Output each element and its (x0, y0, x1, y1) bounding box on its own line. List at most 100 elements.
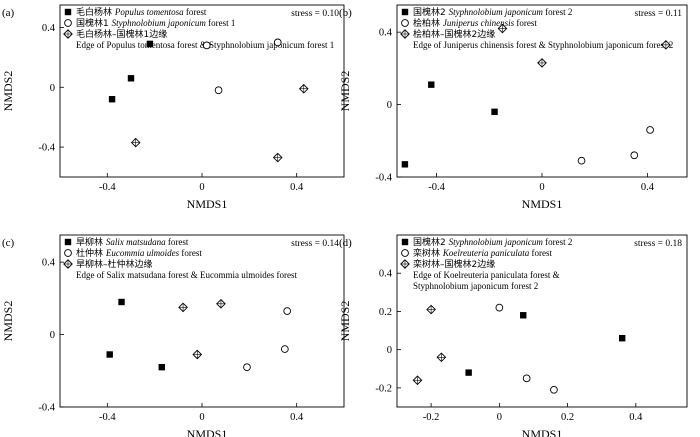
legend-marker-circle (401, 19, 409, 27)
plot-frame (396, 234, 688, 408)
point-square (127, 75, 135, 82)
panel-label: (d) (339, 237, 352, 249)
y-tick-label: 0.4 (42, 23, 56, 34)
legend-label: 毛白杨林–国槐林1边缘 (76, 28, 167, 40)
y-tick-label: -0.4 (38, 403, 55, 414)
legend-edge-label: Styphnolobium japonicum forest 2 (413, 281, 538, 291)
point-circle (283, 307, 292, 315)
point-circle (202, 41, 211, 50)
point-square (465, 369, 472, 376)
legend-label: 毛白杨林 Populus tomentosa forest (76, 6, 207, 18)
stress-value: stress = 0.11 (635, 9, 683, 19)
legend-label: 栾树林 Koelreuteria paniculata forest (413, 247, 553, 259)
x-tick-label: 0.2 (561, 412, 574, 423)
point-square (428, 81, 435, 88)
x-tick-label: -0.4 (428, 182, 445, 193)
point-diamond (537, 58, 547, 68)
x-tick-label: 0.4 (290, 412, 304, 423)
y-tick-label: 0 (387, 345, 392, 356)
point-diamond (272, 152, 283, 163)
legend-label: 国槐林2 Styphnolobium japonicum forest 2 (413, 236, 572, 248)
y-axis-label: NMDS2 (338, 71, 352, 112)
x-tick-label: 0.4 (641, 182, 655, 193)
y-axis-label: NMDS2 (338, 301, 352, 342)
point-circle (280, 345, 289, 353)
point-circle (522, 374, 531, 383)
y-tick-label: -0.2 (375, 383, 392, 394)
y-tick-label: 0.2 (379, 307, 392, 318)
legend-marker-circle (401, 249, 409, 257)
point-circle (630, 151, 639, 160)
point-square (146, 40, 154, 48)
legend-marker-diamond (400, 259, 410, 269)
legend-marker-diamond (63, 259, 73, 269)
point-square (106, 351, 113, 358)
legend-label: 杜仲林 Eucommia ulmoides forest (76, 247, 202, 259)
point-square (618, 335, 626, 342)
point-circle (273, 38, 282, 47)
y-axis-label: NMDS2 (1, 301, 15, 342)
x-tick-label: 0.4 (629, 412, 643, 423)
legend-marker-square (401, 238, 409, 246)
legend-marker-square (64, 238, 72, 246)
legend-marker-circle (64, 19, 72, 27)
legend-marker-diamond (400, 29, 410, 39)
x-tick-label: -0.4 (99, 412, 116, 423)
legend-label: 国槐林2 Styphnolobium japonicum forest 2 (413, 6, 572, 18)
x-axis-label: NMDS1 (187, 427, 228, 437)
point-square (401, 161, 409, 168)
panel-a: -0.4 0 0.4 0.4 0 -0.4 NMDS1 NMDS2 (a) stress = 0.… (1, 4, 345, 211)
stress-value: stress = 0.14 (291, 239, 339, 249)
panel-c: -0.4 0 0.4 0.4 0 -0.4 NMDS1 NMDS2 (c) stress = 0.… (1, 234, 345, 437)
point-diamond (436, 352, 447, 363)
legend-marker-circle (64, 249, 72, 257)
point-square (118, 298, 125, 306)
point-diamond (412, 375, 423, 386)
legend-label: 旱柳林–杜仲林边缘 (76, 258, 153, 270)
point-square (491, 108, 498, 116)
point-circle (646, 126, 654, 134)
panel-label: (c) (2, 237, 15, 249)
legend-marker-square (64, 8, 72, 16)
point-diamond (298, 83, 309, 94)
x-axis-label: NMDS1 (187, 197, 228, 211)
x-tick-label: 0 (199, 412, 204, 423)
point-square (158, 363, 165, 371)
legend-edge-label: Edge of Juniperus chinensis forest & Sty… (413, 40, 673, 50)
x-axis-label: NMDS1 (522, 197, 563, 211)
stress-value: stress = 0.10 (291, 9, 339, 19)
point-circle (550, 385, 558, 394)
legend-marker-square (401, 8, 409, 16)
point-square (520, 312, 527, 319)
point-diamond (216, 298, 226, 309)
point-circle (243, 363, 251, 372)
legend-label: 桧柏林–国槐林2边缘 (413, 28, 495, 40)
y-tick-label: 0 (387, 100, 392, 111)
point-circle (495, 303, 504, 312)
x-axis-label: NMDS1 (522, 427, 563, 437)
y-tick-label: -0.4 (375, 173, 392, 184)
x-tick-label: 0 (539, 182, 544, 193)
y-tick-label: 0 (50, 330, 55, 341)
panel-b: -0.4 0 0.4 0.4 0 -0.4 NMDS1 NMDS2 (b) stress = 0.… (338, 4, 688, 211)
legend-label: 旱柳林 Salix matsudana forest (76, 236, 189, 248)
y-tick-label: 0.4 (379, 28, 393, 39)
point-diamond (497, 23, 508, 34)
x-tick-label: -0.2 (423, 412, 440, 423)
legend-label: 国槐林1 Styphnolobium japonicum forest 1 (76, 17, 235, 29)
point-diamond (178, 302, 188, 313)
point-square (108, 96, 116, 103)
x-tick-label: -0.4 (99, 182, 116, 193)
x-tick-label: 0 (199, 182, 204, 193)
point-diamond (661, 39, 671, 50)
point-diamond (192, 349, 203, 360)
legend-edge-label: Edge of Koelreuteria paniculata forest & (413, 270, 560, 280)
legend-marker-diamond (63, 29, 73, 39)
x-tick-label: 0.4 (290, 182, 304, 193)
point-diamond (130, 137, 141, 148)
y-tick-label: 0.4 (42, 258, 56, 269)
stress-value: stress = 0.18 (634, 239, 682, 249)
point-circle (577, 156, 586, 165)
panel-d: -0.2 0 0.2 0.4 0.4 0.2 0 -0.2 NMDS1 NMDS2 (d) stres… (338, 234, 688, 437)
